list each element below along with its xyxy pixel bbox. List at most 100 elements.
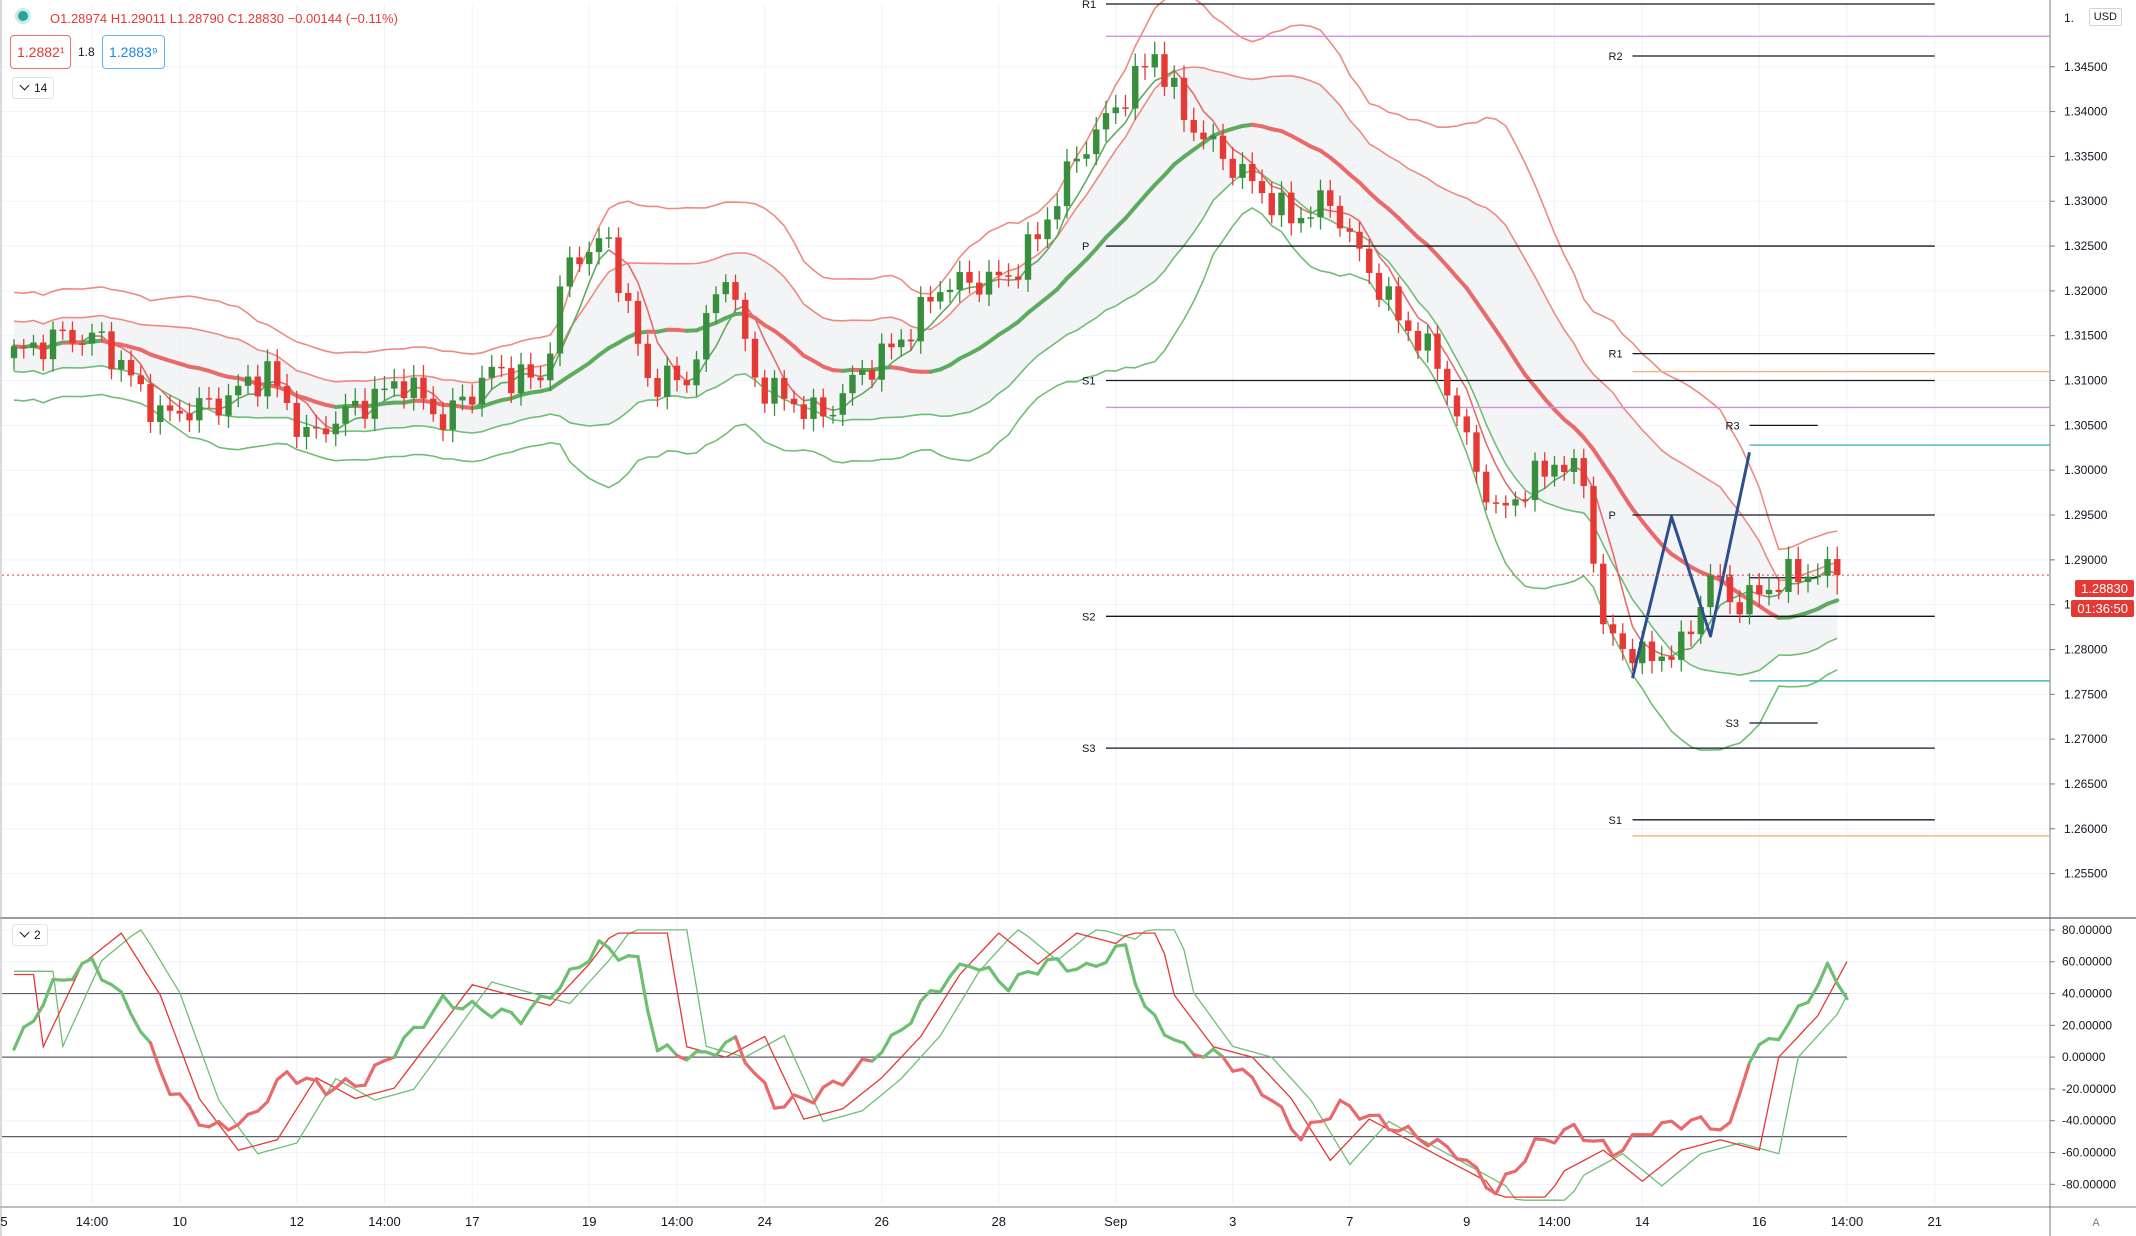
candle-body [352, 400, 359, 407]
osc-main-segment [1426, 1137, 1440, 1148]
candle-body [1648, 641, 1656, 662]
osc-main-segment [1348, 1104, 1362, 1121]
candle-body [1639, 641, 1646, 664]
middle-band-segment [1513, 358, 1528, 377]
fast-ma-segment [891, 355, 902, 364]
osc-main-segment [197, 1123, 211, 1129]
candle-body [98, 331, 105, 333]
osc-main-segment [1036, 958, 1050, 976]
candle-body [1356, 231, 1363, 249]
candle-body [556, 286, 564, 354]
fast-ma-segment [1115, 121, 1127, 134]
candle-body [1570, 458, 1578, 472]
auto-scale-button[interactable]: A [2092, 1217, 2100, 1229]
osc-main-segment [402, 1025, 416, 1040]
osc-main-segment [1591, 1138, 1605, 1143]
osc-main-segment [490, 1007, 504, 1019]
candle-body [1054, 206, 1061, 220]
pivot-label-p: P [1082, 241, 1089, 253]
candle-body [537, 377, 544, 381]
osc-main-segment [802, 1097, 816, 1105]
candle-body [1132, 65, 1139, 109]
candle-body [293, 402, 300, 437]
candle-body [1171, 77, 1178, 87]
osc-main-segment [343, 1077, 357, 1088]
candle-body [1502, 502, 1509, 506]
candle-body [1434, 333, 1441, 369]
middle-band-segment [1026, 303, 1040, 315]
osc-main-segment [597, 939, 611, 950]
candle-body [1044, 219, 1051, 240]
osc-main-segment [997, 979, 1011, 993]
osc-main-segment [743, 1061, 757, 1076]
candle-body [1112, 107, 1119, 114]
osc-main-segment [577, 959, 591, 969]
osc-main-segment [1299, 1120, 1313, 1142]
main-indicators-toggle[interactable]: 14 [12, 77, 55, 99]
osc-main-segment [1075, 961, 1089, 971]
candle-body [839, 393, 846, 415]
candle-body [566, 257, 573, 287]
osc-main-segment [70, 961, 84, 982]
middle-band-segment [792, 344, 806, 358]
osc-main-segment [977, 965, 991, 972]
fast-ma-segment [140, 363, 152, 383]
osc-main-segment [41, 977, 55, 1007]
osc-main-segment [1572, 1122, 1586, 1143]
candle-body [1395, 286, 1402, 321]
candle-body [1180, 77, 1188, 120]
osc-main-segment [919, 989, 933, 1003]
price-tick-label: 1.29500 [2064, 508, 2108, 522]
candle-body [430, 398, 437, 415]
candle-body [1697, 607, 1704, 635]
candle-body [1083, 154, 1090, 159]
candle-body [1483, 471, 1490, 503]
candle-body [1005, 275, 1012, 277]
osc-tick-label: -40.00000 [2062, 1114, 2116, 1128]
oscillator-toggle[interactable]: 2 [12, 924, 48, 946]
fast-ma-segment [1495, 464, 1507, 484]
candle-body [118, 360, 125, 370]
middle-band-segment [1406, 225, 1420, 240]
candle-body [1668, 656, 1675, 660]
candle-body [547, 353, 554, 381]
candle-body [1473, 432, 1480, 472]
osc-main-segment [1270, 1098, 1284, 1109]
candle-body [1453, 395, 1461, 417]
osc-main-segment [1708, 1127, 1722, 1132]
osc-main-segment [782, 1093, 796, 1109]
currency-label[interactable]: USD [2088, 8, 2122, 26]
osc-main-segment [1806, 984, 1820, 1005]
candle-body [654, 378, 661, 397]
candle-body [439, 414, 447, 430]
osc-main-segment [1611, 1148, 1625, 1158]
osc-main-segment [1582, 1138, 1596, 1143]
osc-main-segment [587, 939, 601, 963]
osc-main-segment [831, 1079, 845, 1087]
osc-main-segment [1289, 1127, 1303, 1142]
candle-body [1814, 575, 1821, 578]
candle-body [1561, 464, 1568, 472]
osc-main-segment [1143, 1004, 1157, 1017]
osc-main-segment [841, 1071, 855, 1087]
price-tick-label: 1.32500 [2064, 239, 2108, 253]
middle-band-segment [772, 328, 787, 341]
osc-main-segment [733, 1035, 747, 1065]
fast-ma-segment [1515, 495, 1526, 503]
osc-main-segment [1192, 1052, 1206, 1059]
middle-band-segment [1825, 598, 1840, 606]
price-tick-label: 1.33500 [2064, 149, 2108, 163]
ask-price-box[interactable]: 1.2883⁹ [102, 35, 165, 69]
candle-body [1307, 217, 1314, 219]
candle-body [478, 377, 486, 405]
middle-band-segment [1113, 216, 1128, 230]
upper-band-outer [13, 0, 1838, 551]
middle-band-segment [1484, 314, 1498, 333]
osc-main-segment [1162, 1033, 1176, 1042]
osc-main-segment [811, 1085, 825, 1105]
candle-body [1015, 276, 1022, 280]
bid-price-box[interactable]: 1.2882¹ [10, 35, 72, 69]
osc-main-segment [480, 1008, 494, 1019]
candle-body [1658, 656, 1665, 662]
